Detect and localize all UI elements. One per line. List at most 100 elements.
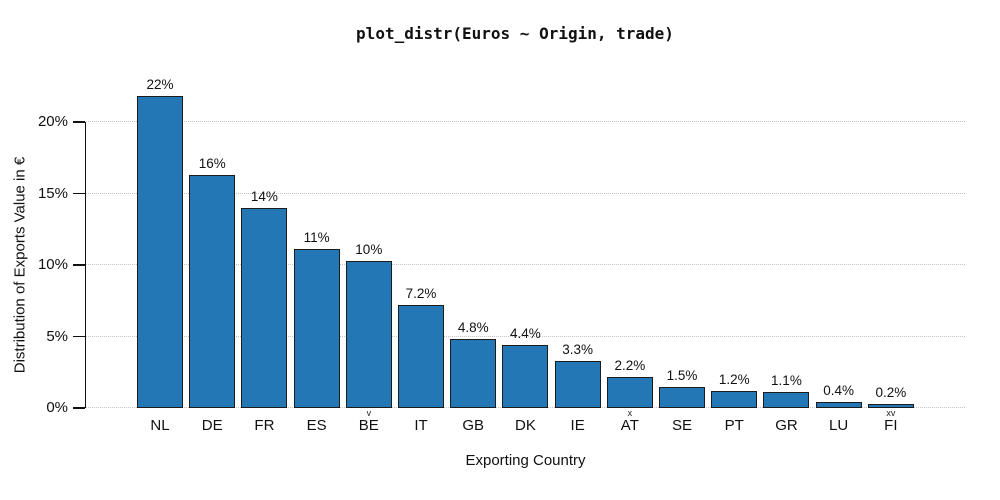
x-category-label: GB: [462, 417, 485, 434]
bar-column-gr: 1.1%: [763, 80, 810, 408]
bar-pt: [711, 390, 758, 408]
x-label-at: x AT: [607, 408, 653, 435]
x-label-pt: PT: [711, 409, 757, 434]
x-label-nl: NL: [137, 409, 183, 434]
bar-se: [659, 386, 706, 408]
bar-value-label: 11%: [303, 230, 330, 246]
bar-ie: [554, 360, 601, 408]
x-axis-title: Exporting Country: [465, 452, 586, 469]
bar-value-label: 4.4%: [510, 326, 541, 342]
bar-es: [293, 249, 340, 408]
bar-de: [189, 174, 236, 408]
x-category-label: NL: [150, 417, 170, 434]
x-category-label: LU: [829, 417, 849, 434]
bar-dk: [502, 345, 549, 408]
x-label-footnote-mark: [189, 409, 235, 417]
bar-lu: [815, 402, 862, 408]
bar-fr: [241, 207, 288, 408]
gridline-15%: [86, 192, 965, 194]
y-tick-label: 0%: [46, 399, 68, 416]
bar-value-label: 16%: [198, 155, 226, 171]
y-tick-label: 5%: [46, 327, 68, 345]
bar-value-label: 1.1%: [771, 373, 802, 389]
bar-value-label: 1.2%: [718, 371, 750, 387]
x-category-label: GR: [775, 417, 798, 434]
bar-column-be: 10%: [345, 80, 392, 408]
bar-value-label: 2.2%: [614, 357, 646, 373]
bar-column-fi: 0.2%: [867, 80, 914, 408]
x-label-footnote-mark: [502, 409, 548, 417]
x-label-be: v BE: [346, 408, 392, 435]
bar-column-dk: 4.4%: [502, 80, 549, 408]
bar-value-label: 0.2%: [875, 385, 907, 401]
bar-column-at: 2.2%: [606, 80, 653, 408]
bar-column-lu: 0.4%: [815, 80, 862, 408]
x-label-de: DE: [189, 409, 235, 434]
y-tick-label: 15%: [37, 184, 68, 202]
y-tick-label: 20%: [37, 113, 68, 130]
bar-value-label: 10%: [355, 242, 383, 258]
bar-column-fr: 14%: [241, 80, 288, 408]
x-category-label: AT: [620, 417, 639, 434]
bar-value-label: 4.8%: [457, 320, 489, 336]
bar-column-nl: 22%: [137, 77, 183, 408]
x-label-fr: FR: [241, 409, 287, 434]
y-tick-mark: [73, 192, 85, 195]
bar-it: [398, 305, 445, 408]
x-label-footnote-mark: [137, 409, 183, 417]
x-label-ie: IE: [555, 409, 601, 434]
x-category-label: FR: [254, 417, 275, 434]
gridline-5%: [86, 335, 965, 337]
x-label-dk: DK: [502, 409, 548, 434]
bar-value-label: 0.4%: [823, 383, 855, 399]
x-label-footnote-mark: [294, 409, 340, 417]
y-tick-mark: [73, 335, 85, 338]
x-label-footnote-mark: [816, 409, 862, 417]
bar-column-pt: 1.2%: [711, 80, 758, 408]
x-category-label: DK: [515, 417, 536, 434]
x-labels-layer: NL DE FR ES v BE IT GB DK IE x AT SE PT GR LU xv FI: [137, 408, 914, 435]
x-category-label: IE: [570, 417, 585, 434]
x-category-label: ES: [306, 417, 327, 434]
gridline-20%: [86, 121, 965, 123]
bar-column-de: 16%: [189, 80, 236, 408]
x-label-gr: GR: [763, 409, 809, 434]
x-label-footnote-mark: x: [627, 408, 633, 418]
bar-value-label: 3.3%: [562, 341, 594, 357]
y-tick-mark: [73, 264, 85, 266]
x-label-footnote-mark: [555, 409, 601, 417]
x-category-label: FI: [884, 417, 898, 434]
x-category-label: IT: [414, 417, 428, 434]
x-label-footnote-mark: [659, 409, 705, 417]
x-label-footnote-mark: xv: [886, 408, 896, 418]
x-category-label: PT: [724, 417, 744, 434]
x-label-footnote-mark: [450, 409, 496, 417]
x-label-es: ES: [294, 409, 340, 434]
bar-value-label: 14%: [250, 188, 278, 204]
x-label-lu: LU: [816, 409, 862, 434]
bar-be: [345, 261, 392, 408]
bar-value-label: 22%: [146, 77, 174, 93]
bar-gb: [450, 339, 497, 408]
bar-value-label: 7.2%: [405, 286, 437, 302]
bar-column-gb: 4.8%: [450, 80, 497, 408]
bar-fi: [867, 404, 914, 408]
bar-value-label: 1.5%: [666, 367, 698, 383]
bar-column-it: 7.2%: [398, 80, 445, 408]
x-label-footnote-mark: [241, 409, 287, 417]
x-label-footnote-mark: [398, 409, 444, 417]
x-label-footnote-mark: v: [366, 408, 372, 418]
bar-column-ie: 3.3%: [554, 80, 601, 408]
bar-column-es: 11%: [293, 80, 340, 408]
x-category-label: DE: [201, 417, 223, 434]
x-label-gb: GB: [450, 409, 496, 434]
x-label-fi: xv FI: [868, 408, 914, 435]
x-label-se: SE: [659, 409, 705, 434]
bar-at: [606, 376, 653, 408]
y-axis-line: [84, 122, 87, 408]
y-tick-mark: [73, 121, 85, 123]
y-tick-label: 10%: [37, 256, 68, 273]
x-label-footnote-mark: [763, 409, 809, 417]
